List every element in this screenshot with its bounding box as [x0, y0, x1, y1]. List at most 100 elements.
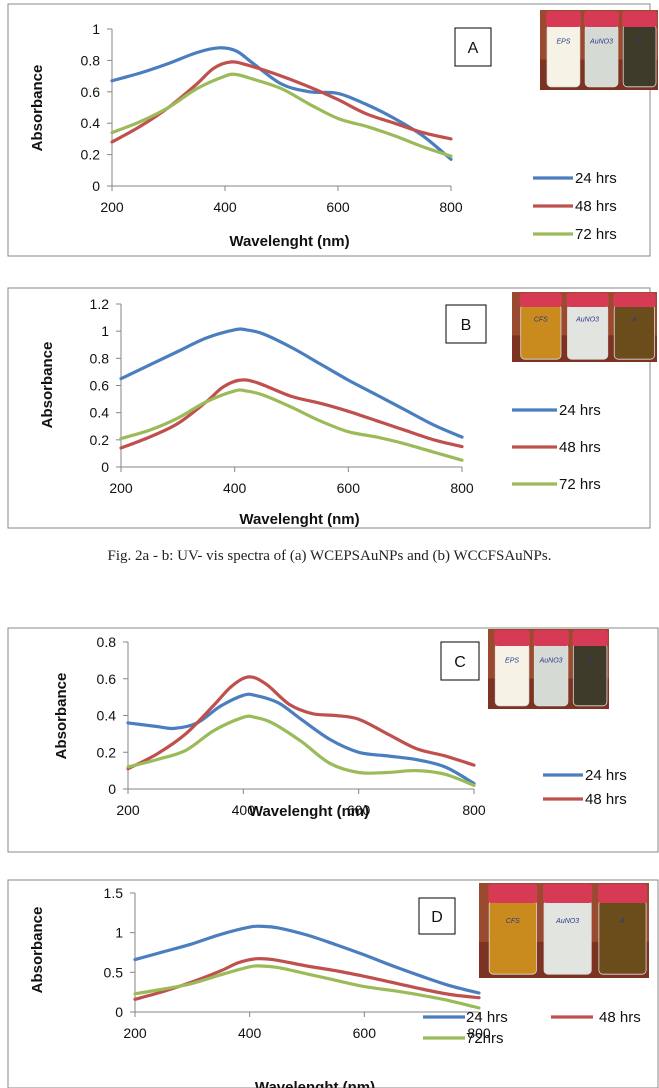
series-line-3	[110, 72, 453, 158]
x-tick-label: 200	[109, 480, 133, 496]
y-tick-label: 0.5	[104, 964, 124, 980]
vial-cap	[622, 11, 657, 27]
x-tick-label: 600	[326, 199, 350, 215]
panel-tag-box	[440, 641, 480, 681]
vial-body	[494, 643, 530, 707]
legend: 24 hrs 48 hrs 72 hrs	[533, 170, 617, 243]
vial-photo: EPS AuNO3 C	[488, 629, 609, 709]
vial: A	[613, 293, 656, 360]
y-axis-title: Absorbance	[53, 673, 70, 760]
x-axis-title: Wavelenght (nm)	[229, 233, 349, 250]
vial: CFS	[519, 293, 562, 360]
legend-label: 72 hrs	[575, 226, 617, 243]
vial-body	[613, 304, 655, 360]
chart-panel-c: 0 0.2 0.4 0.6 0.8 200 400 600 800 Wavelenght (nm)…	[7, 627, 659, 853]
panel-tag-label: D	[431, 909, 443, 926]
vial-body	[533, 643, 569, 707]
vial-body	[546, 23, 581, 88]
panel-tag-label: A	[468, 40, 479, 57]
series-line-1	[133, 924, 481, 995]
chart-panel-d: 0 0.5 1 1.5 200 400 600 800 Wavelenght (nm) Absor…	[7, 879, 659, 1088]
vial-label: AuNO3	[589, 39, 613, 46]
vial: AuNO3	[543, 884, 593, 975]
series-line-3	[133, 964, 481, 1010]
y-tick-label: 0.4	[81, 115, 101, 131]
panel-tag-box	[454, 27, 492, 67]
vial-cap	[543, 884, 593, 903]
vial-cap	[488, 884, 538, 903]
y-tick-label: 0.6	[81, 84, 101, 100]
vial: A	[597, 884, 648, 975]
vial-label: CFS	[506, 918, 520, 925]
legend: 24 hrs 48 hrs 72 hrs	[512, 402, 601, 493]
y-tick-label: 1	[101, 323, 109, 339]
x-tick-label: 400	[213, 199, 237, 215]
vial-body	[488, 899, 537, 975]
series-line-3	[119, 388, 464, 462]
x-tick-label: 800	[439, 199, 463, 215]
y-tick-label: 0.6	[90, 378, 110, 394]
legend-label: 48 hrs	[559, 439, 601, 456]
y-tick-label: 1.2	[90, 296, 110, 312]
x-tick-label: 600	[353, 1025, 377, 1041]
vial-cap	[566, 293, 609, 307]
legend-label: 24 hrs	[466, 1009, 508, 1026]
vial-photo: CFS AuNO3 A	[512, 292, 657, 362]
vial-cap	[494, 630, 530, 646]
x-axis-title: Wavelenght (nm)	[239, 511, 359, 528]
x-tick-label: 200	[116, 802, 140, 818]
y-tick-label: 0	[108, 781, 116, 797]
vial-cap	[519, 293, 562, 307]
x-axis-title: Wavelenght (nm)	[255, 1079, 375, 1088]
vial-cap	[572, 630, 608, 646]
vial-label: C	[637, 39, 643, 46]
vial: CFS	[488, 884, 538, 975]
legend-label: 48 hrs	[575, 198, 617, 215]
vial-label: AuNO3	[555, 918, 579, 925]
vial-label: CFS	[534, 316, 548, 323]
y-tick-label: 0.4	[90, 405, 110, 421]
x-tick-label: 200	[100, 199, 124, 215]
vial-label: C	[588, 658, 594, 665]
y-axis-title: Absorbance	[29, 65, 46, 152]
vial: C	[572, 630, 608, 707]
legend: 24 hrs 48 hrs	[543, 767, 627, 808]
x-tick-label: 600	[347, 802, 371, 818]
y-tick-label: 0	[101, 459, 109, 475]
vial-cap	[613, 293, 656, 307]
series-line-2	[133, 956, 481, 1001]
vial: AuNO3	[584, 11, 619, 88]
vial-body	[572, 643, 608, 707]
legend-label: 72hrs	[466, 1030, 504, 1047]
vial-label: AuNO3	[539, 658, 563, 665]
x-tick-label: 400	[223, 480, 247, 496]
x-tick-label: 400	[232, 802, 256, 818]
x-tick-label: 800	[467, 1025, 491, 1041]
vial-label: A	[631, 316, 637, 323]
vial-body	[598, 899, 647, 975]
y-tick-label: 0.8	[97, 634, 117, 650]
y-tick-label: 0.6	[97, 671, 117, 687]
vial: AuNO3	[533, 630, 569, 707]
y-tick-label: 0.8	[90, 350, 110, 366]
y-tick-label: 0	[115, 1004, 123, 1020]
series-line-1	[110, 46, 453, 161]
y-tick-label: 1.5	[104, 885, 124, 901]
y-tick-label: 1	[92, 21, 100, 37]
series-line-2	[119, 378, 464, 450]
vial: EPS	[494, 630, 530, 707]
vial-cap	[546, 11, 581, 27]
y-tick-label: 0	[92, 178, 100, 194]
y-tick-label: 0.8	[81, 52, 101, 68]
y-axis-title: Absorbance	[39, 342, 56, 429]
vial-body	[567, 304, 609, 360]
vial: AuNO3	[566, 293, 609, 360]
x-tick-label: 400	[238, 1025, 262, 1041]
y-tick-label: 0.2	[81, 147, 101, 163]
x-tick-label: 800	[450, 480, 474, 496]
vial-cap	[597, 884, 648, 903]
panel-tag-box	[418, 897, 456, 935]
legend-label: 24 hrs	[559, 402, 601, 419]
panel-tag-box	[445, 304, 487, 344]
